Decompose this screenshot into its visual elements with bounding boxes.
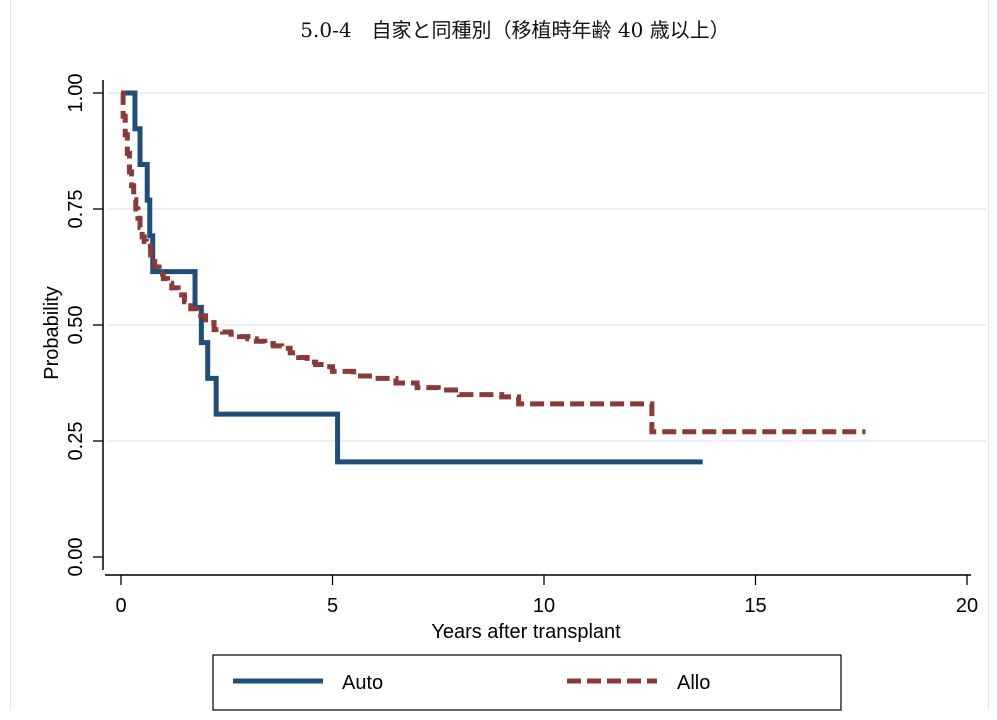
y-tick-label: 0.25 [65, 422, 87, 461]
legend-label-allo: Allo [677, 672, 710, 694]
y-tick-label: 0.50 [65, 306, 87, 345]
y-tick-label: 0.00 [65, 538, 87, 577]
legend-label-auto: Auto [342, 672, 383, 694]
y-tick-label: 1.00 [65, 74, 87, 113]
x-tick-label: 20 [956, 595, 978, 617]
series-line-auto [125, 90, 703, 465]
y-axis-label: Probability [41, 286, 63, 379]
legend: Auto Allo [212, 654, 842, 711]
series-lines [120, 90, 866, 465]
x-ticks: 0 5 10 15 20 [115, 575, 978, 617]
chart-title: 5.0-4 自家と同種別（移植時年齢 40 歳以上） [300, 18, 729, 42]
x-tick-label: 5 [327, 595, 338, 617]
y-ticks: 0.00 0.25 0.50 0.75 1.00 [65, 74, 103, 577]
x-tick-label: 15 [744, 595, 766, 617]
x-tick-label: 10 [533, 595, 555, 617]
x-tick-label: 0 [115, 595, 126, 617]
axes [102, 80, 971, 576]
y-tick-label: 0.75 [65, 190, 87, 229]
series-line-allo [120, 90, 866, 435]
x-axis-label: Years after transplant [431, 621, 621, 643]
chart-frame [10, 0, 989, 710]
grid-lines [108, 92, 986, 442]
